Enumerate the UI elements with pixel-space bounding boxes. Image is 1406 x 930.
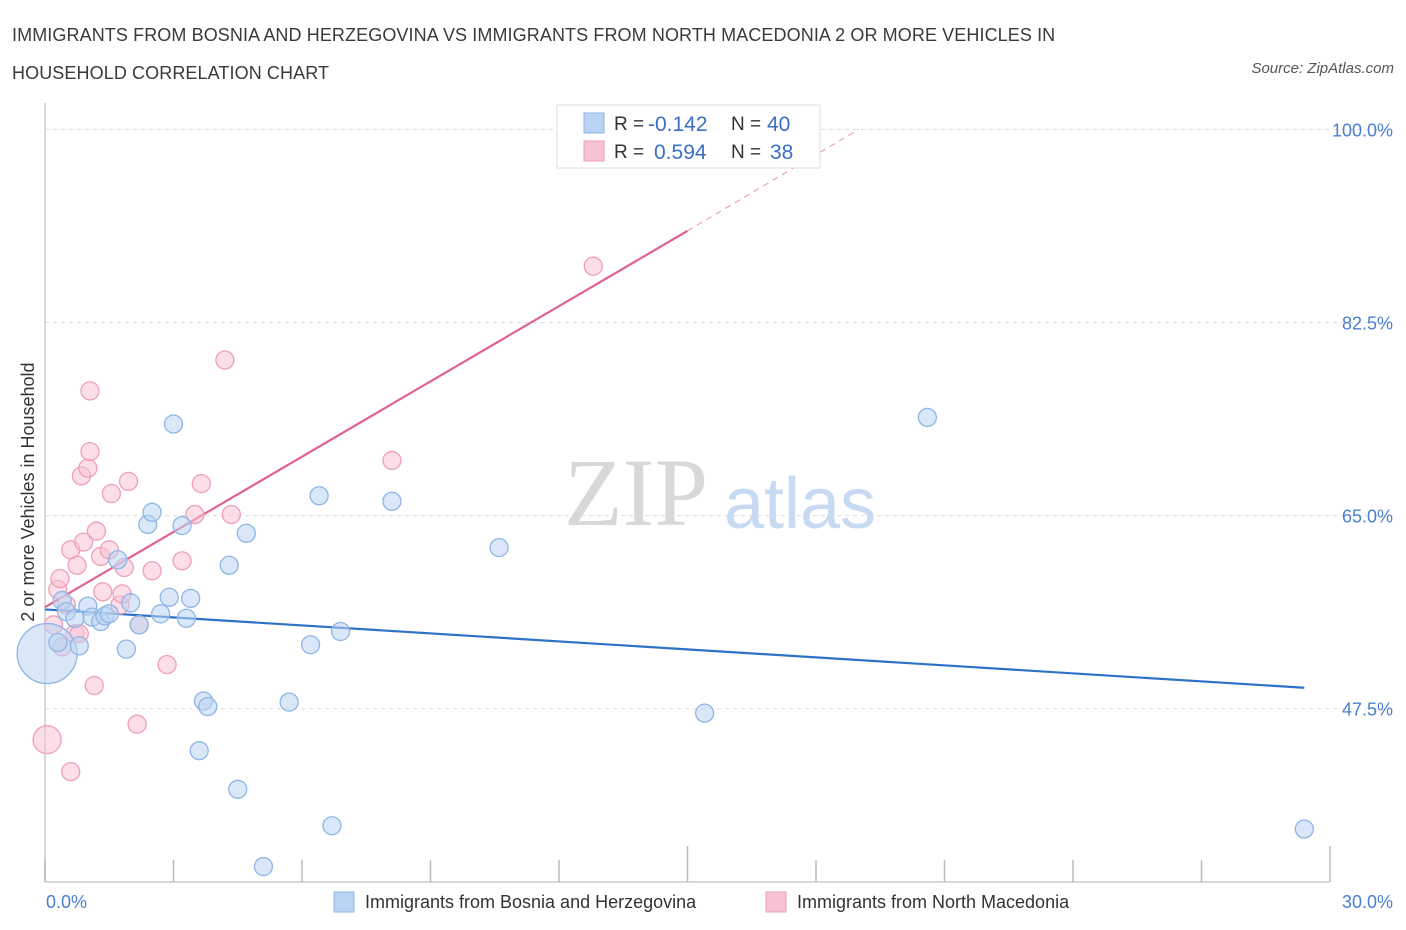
x-tick-labels: 0.0% 30.0%	[46, 892, 1393, 912]
bottom-legend-swatch-pink	[765, 891, 787, 913]
point-bosnia	[236, 523, 256, 543]
trend-line-north-macedonia	[44, 229, 689, 609]
point-north-macedonia	[78, 458, 98, 478]
point-bosnia	[300, 635, 321, 655]
x-tick-label-end: 30.0%	[1342, 892, 1393, 912]
point-bosnia	[172, 515, 192, 536]
point-bosnia	[322, 816, 342, 836]
point-north-macedonia	[93, 582, 113, 602]
point-bosnia	[99, 604, 119, 624]
point-north-macedonia	[382, 450, 402, 471]
point-north-macedonia	[191, 473, 211, 494]
legend-r-label-blue: R =	[614, 114, 644, 135]
point-north-macedonia	[127, 714, 147, 734]
trend-lines	[44, 128, 1305, 689]
point-bosnia	[159, 587, 179, 607]
legend-n-value-pink: 38	[770, 141, 793, 164]
legend-n-label-blue: N =	[731, 114, 761, 135]
point-bosnia	[189, 741, 209, 761]
point-bosnia	[253, 856, 274, 877]
y-tick-label: 47.5%	[1342, 700, 1393, 720]
point-north-macedonia	[86, 521, 107, 541]
series-legend: Immigrants from Bosnia and Herzegovina I…	[333, 891, 1070, 913]
point-bosnia	[330, 621, 351, 642]
y-axis-label: 2 or more Vehicles in Household	[18, 362, 38, 621]
point-north-macedonia	[221, 504, 241, 525]
x-tick-label-start: 0.0%	[46, 892, 87, 912]
point-bosnia	[121, 593, 141, 613]
point-north-macedonia	[67, 555, 87, 575]
point-north-macedonia	[172, 551, 192, 571]
point-bosnia	[180, 588, 201, 609]
point-bosnia	[1294, 819, 1314, 839]
point-north-macedonia	[61, 761, 81, 782]
watermark-atlas: atlas	[724, 464, 876, 544]
point-north-macedonia	[32, 724, 62, 755]
y-tick-label: 65.0%	[1342, 507, 1393, 527]
legend-n-label-pink: N =	[731, 142, 761, 163]
point-bosnia	[16, 622, 78, 685]
point-bosnia	[382, 491, 402, 511]
point-north-macedonia	[142, 561, 162, 581]
watermark: ZIP atlas	[564, 439, 876, 546]
watermark-zip: ZIP	[564, 439, 708, 546]
point-north-macedonia	[80, 381, 100, 401]
legend-r-value-pink: 0.594	[654, 141, 707, 164]
point-north-macedonia	[73, 532, 94, 552]
point-bosnia	[150, 604, 171, 624]
legend-r-label-pink: R =	[614, 142, 644, 163]
point-bosnia	[176, 608, 197, 628]
point-bosnia	[116, 639, 137, 659]
point-north-macedonia	[157, 654, 177, 675]
point-bosnia	[694, 703, 715, 723]
stats-legend: R = -0.142 N = 40 R = 0.594 N = 38	[556, 104, 821, 169]
y-tick-labels: 47.5% 65.0% 82.5% 100.0%	[1332, 120, 1393, 719]
point-bosnia	[917, 407, 938, 428]
point-bosnia	[309, 486, 329, 506]
bottom-legend-label-pink: Immigrants from North Macedonia	[797, 892, 1070, 912]
legend-n-value-blue: 40	[767, 113, 790, 136]
point-north-macedonia	[80, 441, 100, 462]
series-north-macedonia	[32, 256, 603, 782]
point-bosnia	[69, 636, 89, 656]
point-bosnia	[142, 502, 162, 522]
point-north-macedonia	[50, 568, 70, 589]
bottom-legend-label-blue: Immigrants from Bosnia and Herzegovina	[365, 892, 697, 912]
point-bosnia	[219, 555, 239, 575]
chart-source: Source: ZipAtlas.com	[1251, 60, 1394, 77]
legend-r-value-blue: -0.142	[648, 113, 708, 136]
point-bosnia	[198, 696, 218, 717]
bottom-legend-swatch-blue	[333, 891, 355, 913]
point-bosnia	[279, 692, 299, 712]
point-bosnia	[228, 779, 248, 799]
legend-swatch-blue	[583, 112, 605, 134]
point-north-macedonia	[185, 504, 205, 525]
chart-title: IMMIGRANTS FROM BOSNIA AND HERZEGOVINA V…	[12, 25, 1056, 83]
point-bosnia	[163, 414, 184, 434]
legend-swatch-pink	[583, 140, 605, 162]
point-bosnia	[108, 550, 128, 570]
y-tick-label: 100.0%	[1332, 120, 1393, 140]
point-north-macedonia	[84, 675, 104, 696]
point-north-macedonia	[583, 256, 603, 276]
trend-line-bosnia	[44, 608, 1305, 689]
y-tick-label: 82.5%	[1342, 313, 1393, 333]
trend-line-north-macedonia-extension	[687, 128, 860, 232]
point-bosnia	[48, 632, 68, 653]
point-bosnia	[489, 537, 509, 558]
series-bosnia	[16, 407, 1314, 877]
point-north-macedonia	[215, 350, 235, 370]
point-north-macedonia	[118, 471, 139, 492]
point-bosnia	[129, 615, 149, 635]
point-north-macedonia	[101, 483, 122, 504]
